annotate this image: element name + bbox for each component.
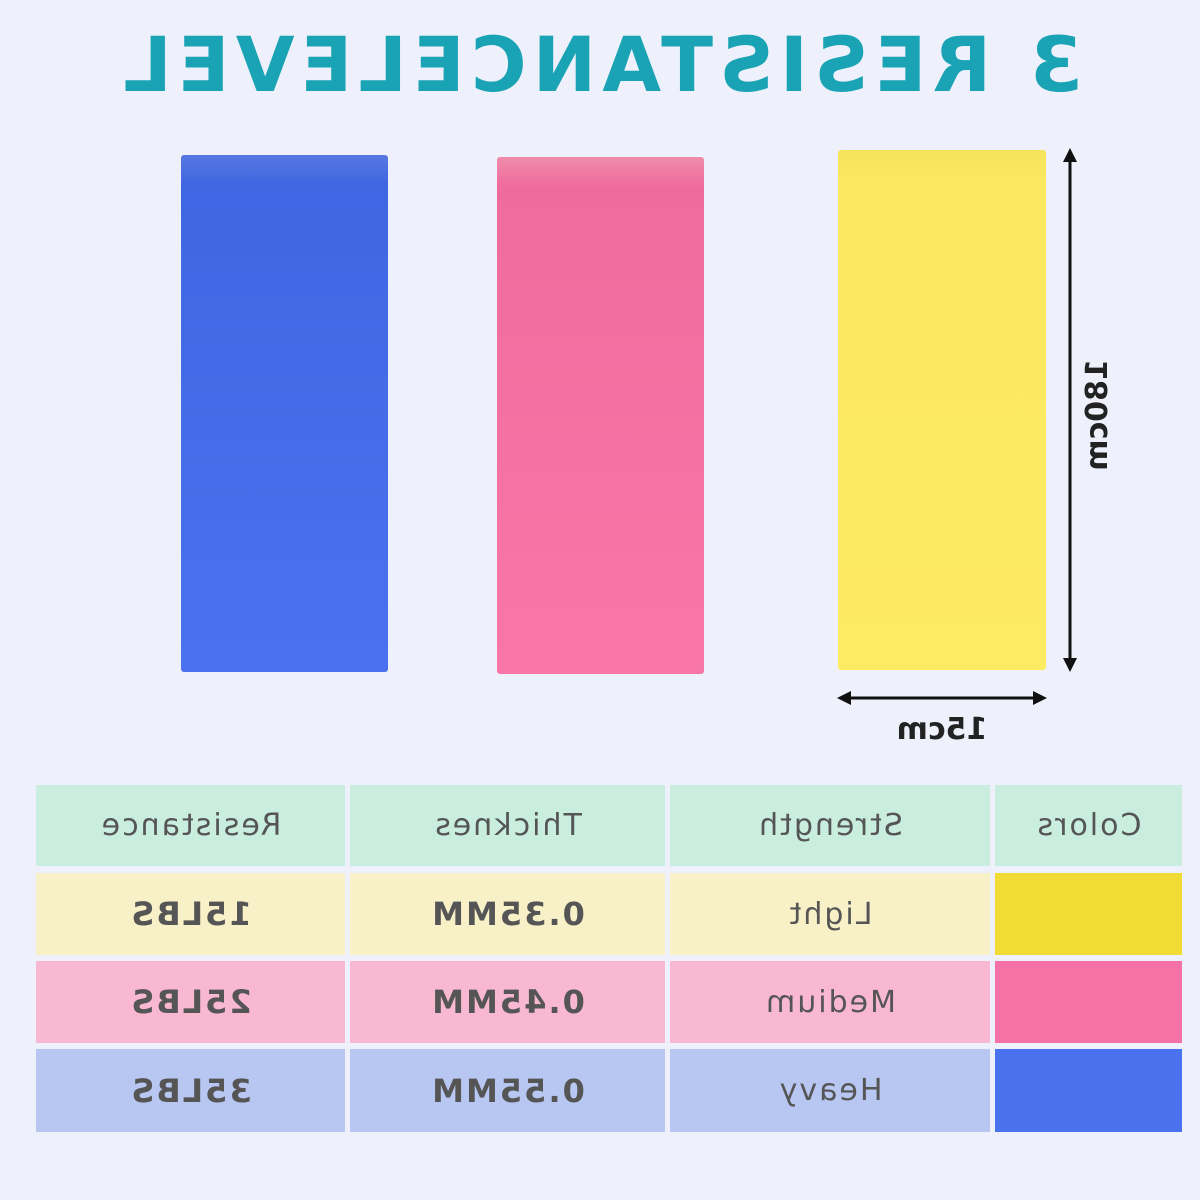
header-cell: Thicknes [350, 785, 665, 866]
resistance-cell: 35LBS [36, 1049, 345, 1132]
arrow-head [1033, 691, 1047, 705]
color-swatch [995, 873, 1182, 955]
length-label: 180cm [1080, 359, 1115, 471]
header-cell: Resistance [36, 785, 345, 866]
header-cell: Strength [670, 785, 990, 866]
strength-cell: Heavy [670, 1049, 990, 1132]
resistance-cell: 15LBS [36, 873, 345, 955]
arrow-head [1063, 658, 1077, 672]
width-label: 15cm [896, 712, 988, 747]
dimension-arrows [837, 148, 1077, 705]
color-swatch [995, 961, 1182, 1043]
color-swatch [995, 1049, 1182, 1132]
thickness-cell: 0.45MM [350, 961, 665, 1043]
thickness-cell: 0.55MM [350, 1049, 665, 1132]
resistance-cell: 25LBS [36, 961, 345, 1043]
thickness-cell: 0.35MM [350, 873, 665, 955]
strength-cell: Medium [670, 961, 990, 1043]
strength-cell: Light [670, 873, 990, 955]
arrow-head [837, 691, 851, 705]
header-cell: Colors [995, 785, 1182, 866]
arrow-head [1063, 148, 1077, 162]
